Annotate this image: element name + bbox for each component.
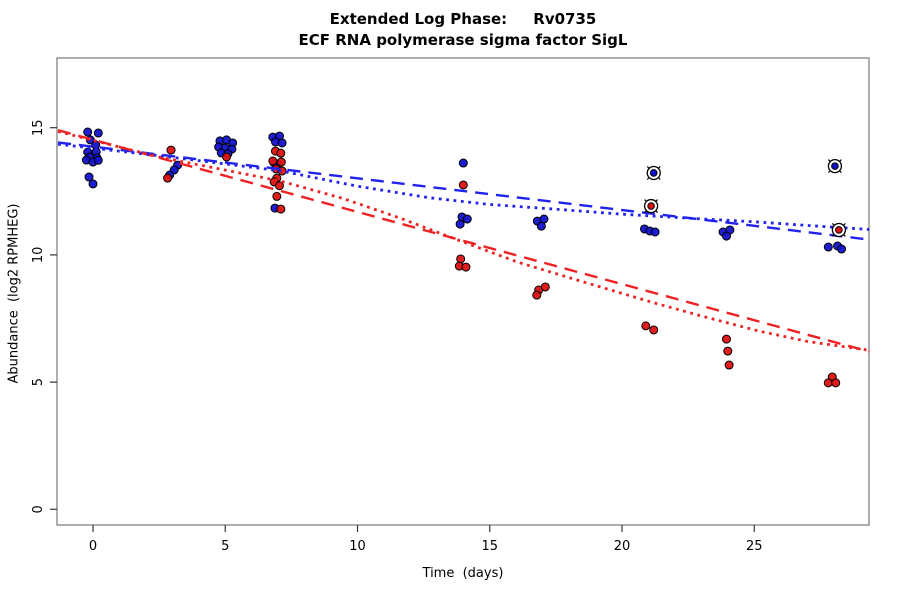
condition-red-point (163, 173, 173, 183)
condition-red-point (276, 204, 286, 214)
condition-blue-point (536, 221, 546, 231)
highlighted-red-point (647, 202, 655, 210)
condition-blue-point (83, 127, 93, 137)
condition-blue-point (93, 128, 103, 138)
x-tick-label: 10 (349, 539, 366, 554)
y-tick-label: 5 (31, 378, 46, 386)
x-axis-label: Time (days) (422, 566, 504, 581)
highlight-ring-tick (657, 166, 661, 169)
highlight-ring-tick (655, 210, 659, 213)
chart-subtitle: ECF RNA polymerase sigma factor SigL (298, 31, 628, 49)
x-tick-label: 25 (746, 539, 763, 554)
condition-blue-point (650, 227, 660, 237)
highlight-ring-tick (644, 210, 647, 213)
condition-red-point (276, 148, 286, 158)
condition-red-point (166, 145, 176, 155)
condition-red-point (724, 360, 734, 370)
y-axis-label: Abundance (log2 RPMHEG) (6, 203, 22, 384)
condition-red-point (532, 290, 542, 300)
plot-frame (56, 57, 870, 526)
condition-red-point (274, 181, 284, 191)
x-tick-label: 0 (89, 539, 97, 554)
condition-red-point (723, 346, 733, 356)
condition-blue-point (93, 155, 103, 165)
condition-red-point (831, 378, 841, 388)
highlight-ring-tick (657, 177, 661, 180)
condition-red-point (641, 321, 651, 331)
highlight-ring-tick (839, 159, 842, 162)
highlight-ring-tick (839, 170, 842, 174)
condition-blue-point (721, 231, 731, 241)
condition-red-point (461, 262, 471, 272)
highlighted-blue-point (831, 162, 839, 170)
condition-blue-point (462, 214, 472, 224)
highlight-ring-tick (646, 166, 650, 169)
y-tick-label: 15 (31, 119, 46, 136)
highlighted-blue-point (649, 169, 658, 177)
x-tick-label: 20 (614, 539, 631, 554)
highlighted-red-point (835, 226, 843, 234)
highlight-ring-tick (655, 199, 659, 202)
condition-blue-point (837, 244, 847, 254)
x-tick-label: 15 (481, 539, 498, 554)
condition-blue-point (88, 179, 98, 189)
condition-red-point (540, 282, 550, 292)
condition-red-point (222, 152, 232, 162)
condition-blue-point (84, 172, 94, 182)
condition-red-point (458, 180, 468, 190)
condition-red-point (721, 334, 731, 344)
chart-title: Extended Log Phase: Rv0735 (329, 10, 597, 28)
condition-red-point (272, 191, 282, 201)
highlight-ring-tick (843, 223, 846, 226)
y-tick-label: 10 (31, 247, 46, 264)
condition-red-point (649, 325, 659, 335)
condition-red-point (276, 157, 286, 167)
condition-red-point (456, 254, 466, 264)
highlight-ring-tick (646, 177, 650, 180)
highlight-ring-tick (843, 234, 846, 237)
condition-blue-point (277, 138, 287, 148)
condition-blue-point (458, 158, 468, 168)
y-tick-label: 0 (31, 505, 46, 513)
highlight-ring-tick (644, 199, 647, 202)
x-tick-label: 5 (221, 539, 229, 554)
highlight-ring-tick (831, 223, 835, 226)
highlight-ring-tick (827, 170, 831, 174)
highlight-ring-tick (827, 159, 831, 162)
red-linear-fit-line (57, 129, 870, 353)
condition-red-point (268, 156, 278, 166)
condition-blue-point (823, 242, 833, 252)
highlight-ring-tick (831, 234, 835, 237)
condition-red-point (823, 378, 833, 388)
condition-blue-point (455, 219, 465, 229)
